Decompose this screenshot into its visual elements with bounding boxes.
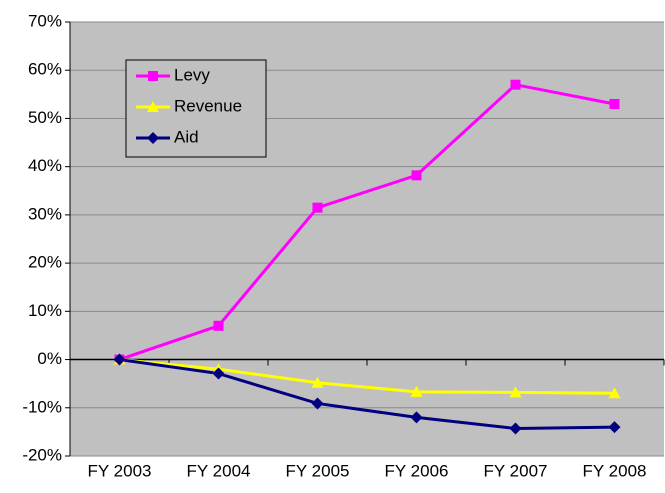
data-point: [410, 385, 423, 397]
data-point: [212, 367, 225, 380]
data-point: [509, 422, 522, 435]
y-tick-label: 60%: [28, 60, 62, 79]
series-line: [119, 358, 615, 395]
x-tick-label: FY 2008: [583, 461, 647, 480]
data-point: [410, 411, 423, 424]
x-tick-label: FY 2007: [484, 461, 548, 480]
data-point: [411, 170, 422, 181]
data-point: [311, 397, 324, 410]
data-point: [608, 387, 621, 399]
legend-marker: [148, 71, 158, 81]
y-tick-label: 30%: [28, 204, 62, 223]
y-tick-label: -10%: [22, 397, 62, 416]
legend-label: Levy: [174, 65, 210, 84]
series-line: [119, 83, 615, 361]
x-tick-label: FY 2004: [187, 461, 251, 480]
legend-label: Aid: [174, 127, 199, 146]
data-point: [113, 353, 126, 366]
y-tick-label: 10%: [28, 301, 62, 320]
x-tick-label: FY 2003: [88, 461, 152, 480]
x-tick-label: FY 2006: [385, 461, 449, 480]
data-point: [312, 202, 323, 213]
y-tick-label: 50%: [28, 108, 62, 127]
y-tick-label: 20%: [28, 253, 62, 272]
data-point: [509, 386, 522, 398]
legend-marker: [147, 101, 159, 112]
legend-marker: [147, 132, 159, 144]
y-tick-label: 40%: [28, 156, 62, 175]
y-tick-label: -20%: [22, 445, 62, 464]
data-point: [609, 98, 620, 109]
legend-label: Revenue: [174, 96, 242, 115]
data-point: [510, 79, 521, 90]
data-point: [311, 376, 324, 388]
series-line: [119, 358, 615, 431]
y-tick-label: 0%: [37, 349, 62, 368]
x-tick-label: FY 2005: [286, 461, 350, 480]
data-point: [213, 320, 224, 331]
y-tick-label: 70%: [28, 11, 62, 30]
data-point: [608, 421, 621, 434]
